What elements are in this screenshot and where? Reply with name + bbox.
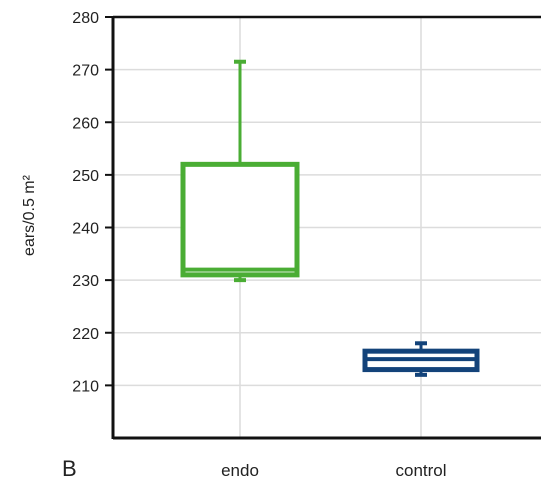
y-axis-label: ears/0.5 m² (21, 174, 38, 256)
x-tick-label: endo (221, 461, 259, 480)
y-tick-label: 230 (72, 273, 99, 290)
y-tick-label: 250 (72, 168, 99, 185)
y-tick-labels: 210 220 230 240 250 260 270 280 (72, 10, 113, 395)
box-control (362, 341, 480, 377)
box-series (180, 59, 480, 377)
y-tick-label: 240 (72, 221, 99, 238)
x-tick-labels: endo control (221, 461, 446, 480)
box-endo (180, 59, 300, 283)
y-tick-label: 270 (72, 63, 99, 80)
x-tick-label: control (395, 461, 446, 480)
y-tick-label: 260 (72, 115, 99, 132)
panel-label: B (62, 456, 77, 481)
grid-lines (113, 17, 541, 438)
box-iqr (180, 161, 300, 278)
y-tick-label: 280 (72, 10, 99, 27)
y-tick-label: 210 (72, 378, 99, 395)
y-tick-label: 220 (72, 326, 99, 343)
